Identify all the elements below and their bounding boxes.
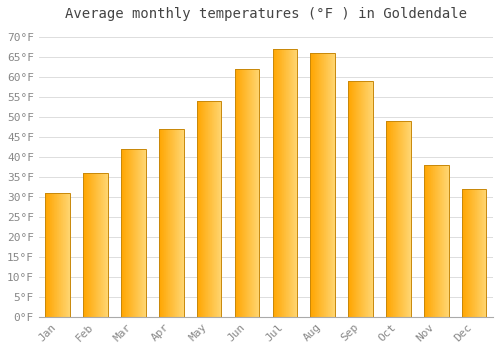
Bar	[310, 53, 335, 317]
Bar	[234, 69, 260, 317]
Title: Average monthly temperatures (°F ) in Goldendale: Average monthly temperatures (°F ) in Go…	[65, 7, 467, 21]
Bar	[46, 193, 70, 317]
Bar	[386, 121, 410, 317]
Bar	[462, 189, 486, 317]
Bar	[424, 165, 448, 317]
Bar	[121, 149, 146, 317]
Bar	[197, 101, 222, 317]
Bar	[159, 129, 184, 317]
Bar	[272, 49, 297, 317]
Bar	[84, 173, 108, 317]
Bar	[348, 81, 373, 317]
